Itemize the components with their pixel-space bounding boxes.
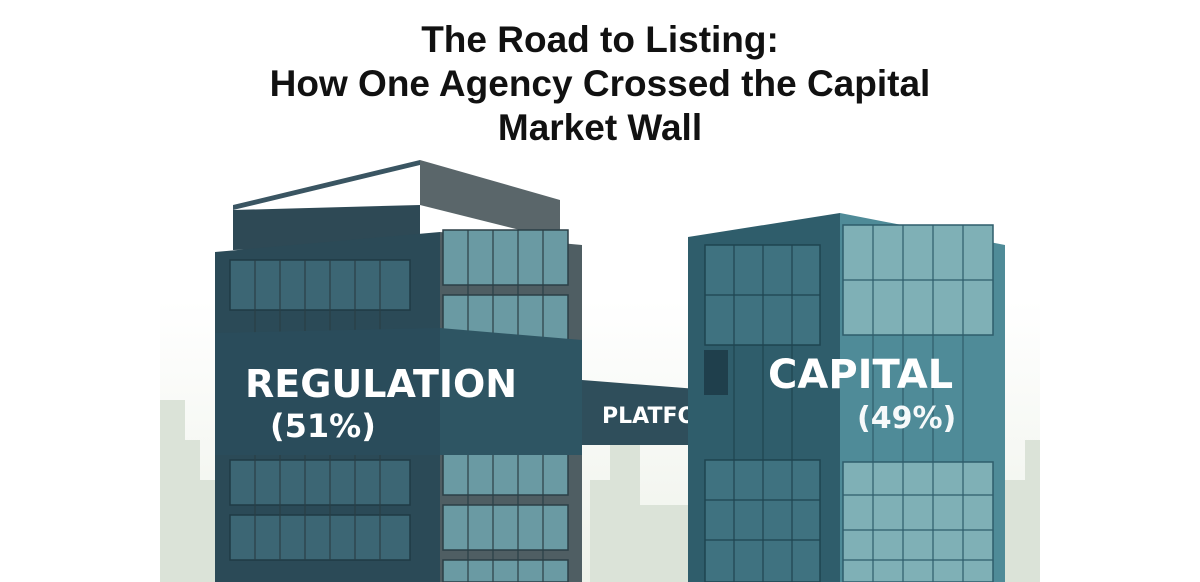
title-line-1: The Road to Listing: xyxy=(421,19,779,60)
capital-percent: (49%) xyxy=(857,401,956,436)
left-building: REGULATION (51%) xyxy=(215,160,582,582)
capital-label: CAPITAL xyxy=(768,352,953,398)
page-title: The Road to Listing: How One Agency Cros… xyxy=(0,18,1200,150)
right-building: CAPITAL (49%) xyxy=(688,213,1005,582)
title-line-3: Market Wall xyxy=(497,107,703,148)
title-line-2: How One Agency Crossed the Capital xyxy=(269,63,931,104)
background-skyline xyxy=(160,400,1040,582)
regulation-percent: (51%) xyxy=(270,407,376,445)
regulation-label: REGULATION xyxy=(245,362,517,406)
